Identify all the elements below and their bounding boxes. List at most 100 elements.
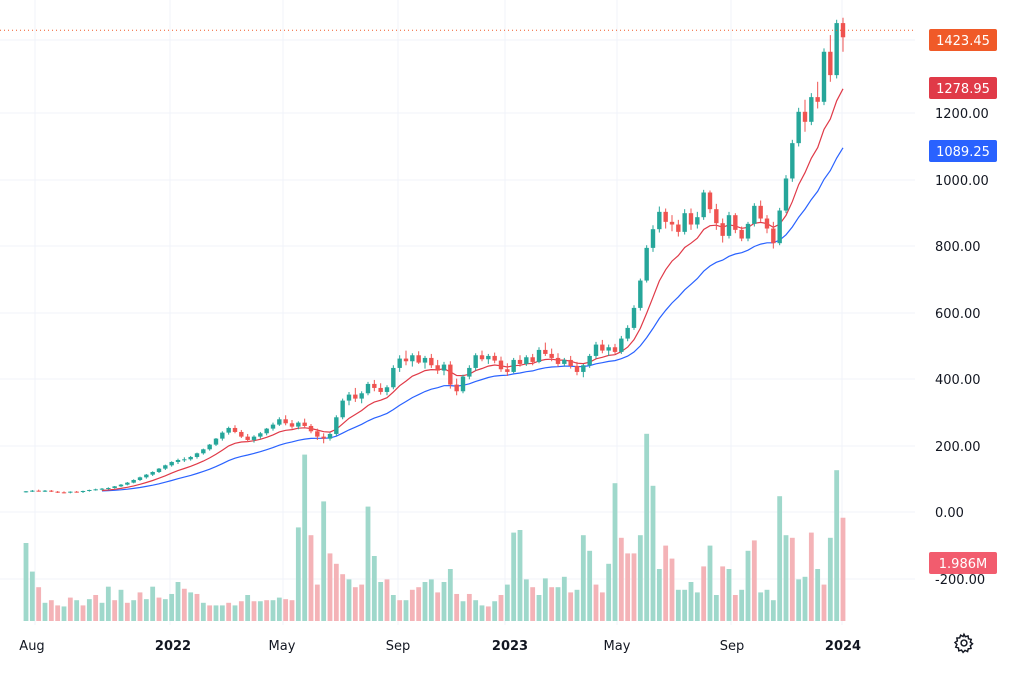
candle-body [587,355,592,366]
volume-bar [599,592,605,621]
y-tick-label: 400.00 [935,373,981,388]
candle [429,353,434,368]
candle [55,490,60,493]
candle [321,433,326,444]
candle-body [834,23,839,76]
candle [828,35,833,82]
last-price-tag-label: 1423.45 [936,34,990,49]
candle [239,429,244,438]
volume-bar [397,600,403,621]
candle [600,339,605,354]
volume-bar [549,587,555,621]
candle-body [422,357,428,363]
candle-body [688,213,694,225]
candle [308,423,314,434]
candle [486,353,491,364]
candle-body [74,491,79,493]
candle-body [137,477,143,480]
volume-bar [219,605,225,621]
candle [473,353,478,371]
gear-icon[interactable] [953,632,975,654]
volume-bar [124,602,130,621]
candle-body [327,433,333,439]
candle [156,467,162,473]
volume-bar [232,605,238,621]
volume-bar [441,582,447,621]
volume-bar [802,576,808,621]
candle-body [454,384,459,392]
volume-bar [48,600,54,621]
candle-body [707,192,713,210]
candle-body [562,359,567,364]
candle [796,107,801,147]
y-tick-label: 200.00 [935,440,981,455]
volume-bar [74,600,80,621]
candle-body [378,387,383,392]
candle [68,491,73,494]
candle-body [207,444,212,450]
volume-tag: 1.986M [929,552,997,574]
candle-body [726,215,732,236]
volume-bar [492,601,498,621]
candle-body [517,359,523,364]
candle [492,352,497,364]
price-axis[interactable]: 1200.00 1000.00 800.00 600.00 400.00 200.00 0.… [935,107,989,588]
candle-body [644,247,649,281]
candle [568,355,573,369]
volume-bar [542,578,548,621]
candle [397,355,402,372]
volume-bars [23,433,846,621]
candle [549,348,554,362]
candle [416,351,421,364]
candle [422,355,428,369]
candle [644,245,649,283]
candle [42,489,48,492]
volume-bar [650,485,656,621]
candle-body [131,479,136,483]
candle [175,458,181,464]
time-axis[interactable]: Aug 2022 May Sep 2023 May Sep 2024 [19,639,861,654]
volume-bar [574,589,580,621]
volume-bar [498,595,504,621]
candle-body [30,490,35,492]
candle-body [308,425,314,432]
volume-bar [384,579,390,621]
candle-body [796,111,801,144]
candle-body [23,491,29,493]
candle [530,353,535,366]
candle-body [695,217,700,225]
candle-body [201,449,206,454]
volume-bar [188,592,194,621]
candle [283,415,288,426]
volume-bar [637,535,643,621]
volume-bar [403,600,409,621]
volume-bar [587,550,593,621]
candle-body [448,364,453,385]
candle-body [403,358,409,362]
candle [739,226,744,242]
volume-bar [156,597,162,621]
volume-bar [409,589,415,621]
candle [524,355,529,366]
candle [758,200,763,222]
candle-body [188,456,193,460]
candle [821,48,827,106]
candle [745,221,751,242]
candle-body [213,438,219,445]
volume-bar [732,595,738,621]
candle-body [435,365,440,371]
volume-bar [504,584,510,621]
volume-bar [99,602,105,621]
candle-body [682,213,687,232]
volume-bar [682,589,688,621]
x-tick-label: Sep [386,639,411,654]
volume-bar [276,597,282,621]
x-tick-label: 2023 [492,639,528,654]
candle [258,431,263,439]
candle [270,422,276,431]
volume-bar [61,606,67,621]
y-tick-label: 800.00 [935,240,981,255]
candle-body [99,488,105,490]
volume-bar [618,537,624,621]
